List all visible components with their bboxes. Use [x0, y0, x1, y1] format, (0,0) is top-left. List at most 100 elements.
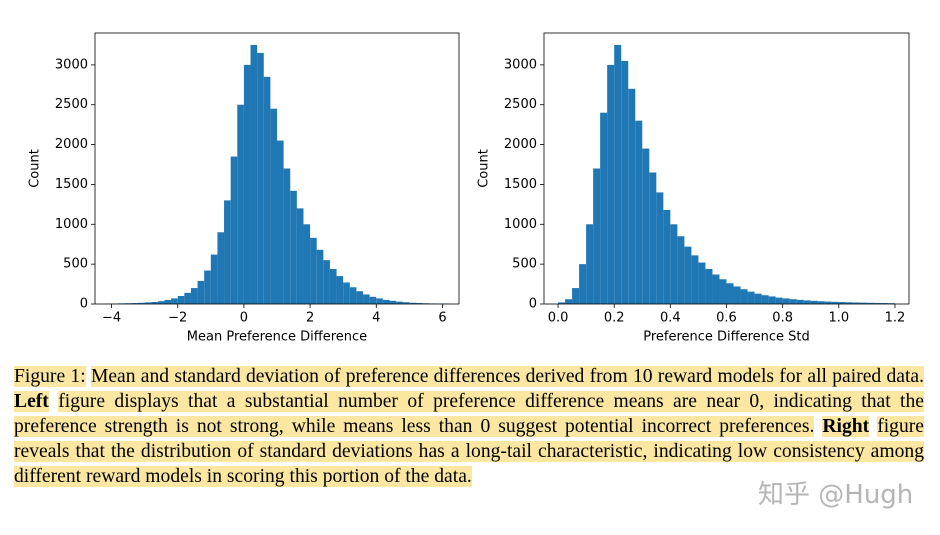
- y-tick-label: 1500: [504, 177, 537, 192]
- bar: [369, 296, 377, 304]
- bar: [824, 301, 832, 304]
- y-tick-label: 1000: [55, 217, 88, 232]
- bar: [642, 148, 650, 304]
- x-tick-label: 0.6: [716, 311, 737, 326]
- bar: [144, 302, 152, 304]
- bar: [402, 302, 410, 304]
- bar: [663, 209, 671, 304]
- bar: [754, 293, 762, 304]
- caption-label: Figure 1:: [14, 366, 86, 387]
- bar: [263, 76, 271, 305]
- bar: [303, 224, 311, 304]
- caption-bold: Right: [822, 416, 870, 437]
- y-tick-label: 3000: [504, 57, 537, 72]
- bar: [838, 302, 846, 304]
- bar: [705, 268, 713, 304]
- bar: [852, 302, 860, 304]
- bar: [656, 192, 664, 304]
- bar: [614, 44, 622, 305]
- y-axis-label: Count: [28, 149, 43, 188]
- bar: [290, 190, 297, 304]
- y-tick-label: 0: [80, 297, 88, 312]
- y-tick-label: 500: [512, 257, 537, 272]
- x-tick-label: −4: [102, 311, 121, 326]
- y-tick-label: 2000: [55, 137, 88, 152]
- bar: [204, 270, 211, 304]
- caption-text: Mean and standard deviation of preferenc…: [90, 366, 925, 387]
- bar: [363, 294, 370, 304]
- bar: [356, 291, 364, 304]
- caption-text: figure displays that a substantial numbe…: [14, 391, 924, 437]
- bar: [873, 302, 881, 304]
- bar: [138, 302, 145, 304]
- bar: [579, 264, 587, 304]
- bar: [171, 298, 178, 304]
- bar: [796, 299, 804, 304]
- y-tick-label: 0: [529, 297, 537, 312]
- y-tick-label: 2500: [504, 97, 537, 112]
- x-tick-label: 0.8: [772, 311, 793, 326]
- bar: [600, 112, 608, 305]
- bar: [789, 299, 797, 304]
- bar: [845, 302, 853, 304]
- bar: [396, 301, 403, 304]
- x-tick-label: 0.4: [660, 311, 681, 326]
- bar: [831, 301, 839, 304]
- x-tick-label: 0.2: [604, 311, 625, 326]
- bar: [310, 237, 317, 304]
- bar: [775, 297, 783, 304]
- bar: [349, 287, 357, 304]
- bar: [184, 292, 191, 304]
- bar: [415, 303, 423, 304]
- bar: [210, 254, 218, 304]
- bar: [712, 274, 720, 304]
- x-axis-label: Preference Difference Std: [643, 330, 810, 345]
- bar: [684, 246, 692, 304]
- axes-frame: [94, 32, 460, 305]
- bar: [558, 302, 566, 304]
- bar: [880, 303, 888, 304]
- bar: [323, 260, 330, 304]
- x-tick-label: 2: [306, 311, 314, 326]
- x-tick-label: 0: [240, 311, 248, 326]
- caption-bold: Left: [14, 391, 49, 412]
- bar: [747, 291, 755, 304]
- bar: [670, 224, 678, 304]
- watermark: 知乎 @Hugh: [758, 480, 914, 510]
- bar: [803, 300, 811, 304]
- bar: [740, 289, 748, 304]
- bar: [572, 288, 580, 304]
- bar: [283, 168, 291, 304]
- bar: [649, 172, 657, 304]
- bar: [593, 168, 601, 304]
- x-tick-label: 6: [438, 311, 446, 326]
- bar: [296, 208, 304, 304]
- bar: [810, 300, 818, 304]
- bar: [343, 282, 350, 304]
- bar: [382, 299, 390, 304]
- bar: [250, 44, 258, 305]
- bar: [224, 200, 231, 304]
- x-tick-label: 4: [372, 311, 380, 326]
- bar: [270, 108, 277, 305]
- y-tick-label: 1000: [504, 217, 537, 232]
- bar: [277, 140, 284, 304]
- figure: 0 500 1000 1500 2000 2500 3000 −4 −2 0 2 4 6 Mean Pre…: [28, 32, 910, 345]
- bar: [586, 224, 594, 304]
- bar: [782, 298, 790, 304]
- x-tick-label: 1.2: [885, 311, 906, 326]
- bar: [257, 52, 264, 305]
- bar: [151, 302, 158, 304]
- y-tick-label: 500: [63, 257, 88, 272]
- bar: [197, 280, 205, 304]
- bar: [376, 298, 383, 304]
- bar: [409, 302, 416, 304]
- bar: [389, 300, 397, 304]
- bar: [726, 283, 734, 304]
- y-axis-label: Count: [477, 149, 492, 188]
- bar: [164, 300, 172, 304]
- bar: [859, 302, 867, 304]
- bar: [243, 64, 251, 304]
- bar: [691, 255, 699, 304]
